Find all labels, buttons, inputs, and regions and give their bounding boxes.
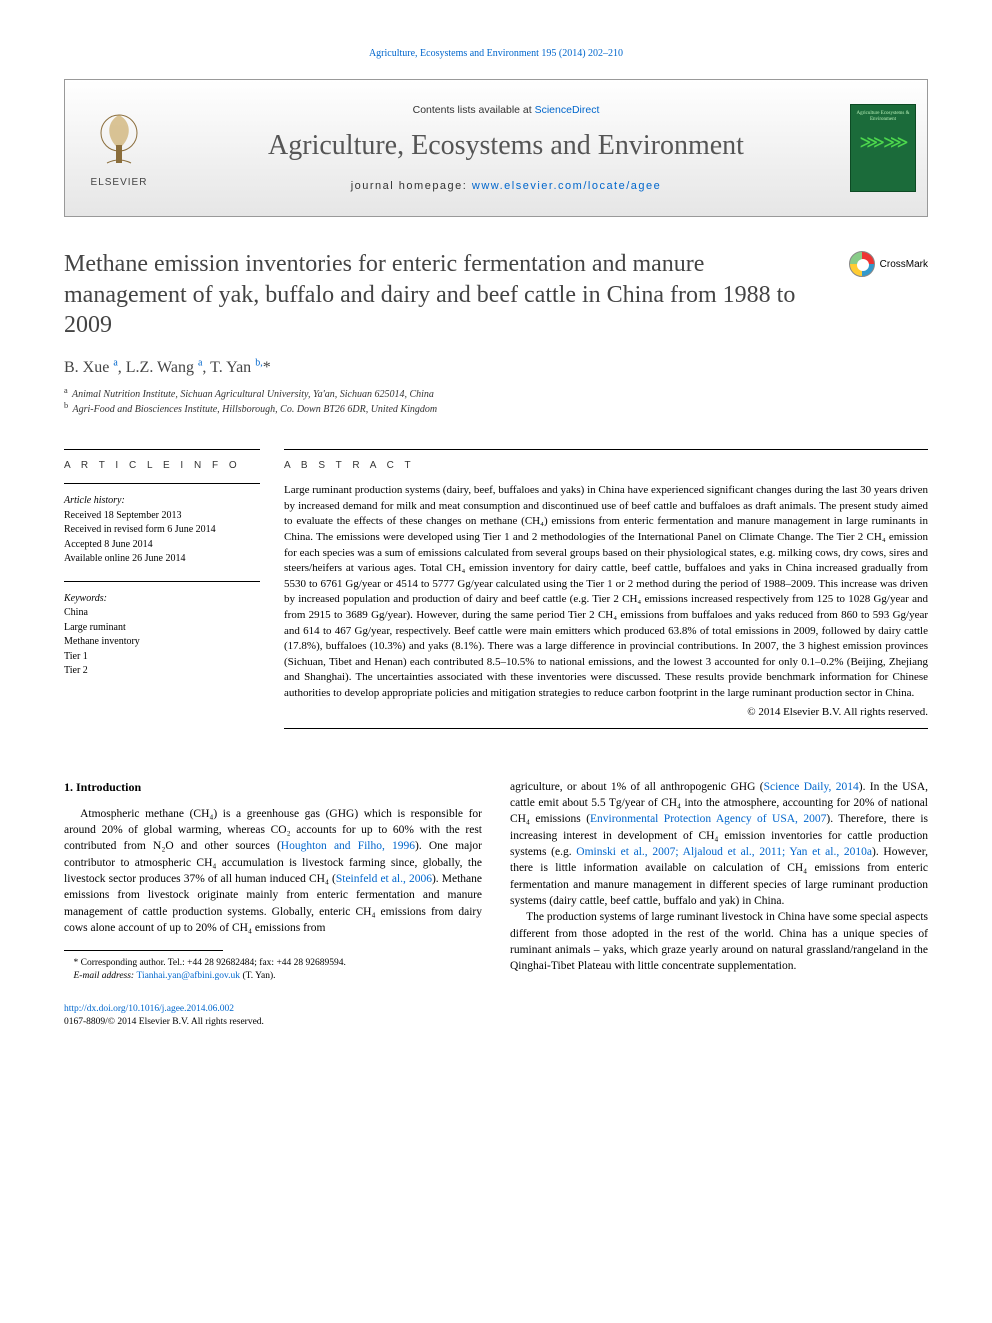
- info-top-rule: [64, 449, 260, 450]
- info-abstract-row: A R T I C L E I N F O Article history: R…: [64, 437, 928, 739]
- page-footer: http://dx.doi.org/10.1016/j.agee.2014.06…: [64, 1003, 928, 1030]
- body-paragraph-2: agriculture, or about 1% of all anthropo…: [510, 779, 928, 910]
- article-info-column: A R T I C L E I N F O Article history: R…: [64, 437, 260, 739]
- keywords-heading: Keywords:: [64, 592, 260, 607]
- abstract-text: Large ruminant production systems (dairy…: [284, 483, 928, 702]
- history-line: Received 18 September 2013: [64, 509, 260, 524]
- keyword-line: Large ruminant: [64, 621, 260, 636]
- journal-cover-thumb: Agriculture Ecosystems & Environment ⋙⋙: [850, 104, 916, 192]
- running-header: Agriculture, Ecosystems and Environment …: [64, 48, 928, 59]
- citation-epa[interactable]: Environmental Protection Agency of USA, …: [590, 813, 826, 825]
- keyword-line: Methane inventory: [64, 635, 260, 650]
- masthead-center: Contents lists available at ScienceDirec…: [173, 96, 839, 200]
- journal-homepage-link[interactable]: www.elsevier.com/locate/agee: [472, 180, 661, 192]
- citation-ominski[interactable]: Ominski et al., 2007; Aljaloud et al., 2…: [576, 846, 872, 858]
- info-sep-rule-2: [64, 581, 260, 582]
- info-sep-rule: [64, 483, 260, 484]
- corresponding-line: * Corresponding author. Tel.: +44 28 926…: [64, 957, 482, 970]
- section-heading-introduction: 1. Introduction: [64, 779, 482, 796]
- email-label: E-mail address:: [74, 971, 137, 981]
- keyword-line: Tier 1: [64, 650, 260, 665]
- body-paragraph-1: Atmospheric methane (CH₄) is a greenhous…: [64, 806, 482, 937]
- body-two-column: 1. Introduction Atmospheric methane (CH₄…: [64, 779, 928, 983]
- crossmark-label: CrossMark: [880, 259, 928, 270]
- affiliation-line: a Animal Nutrition Institute, Sichuan Ag…: [64, 387, 928, 402]
- journal-homepage-line: journal homepage: www.elsevier.com/locat…: [185, 180, 827, 192]
- citation-houghton[interactable]: Houghton and Filho, 1996: [281, 840, 415, 852]
- authors-line: B. Xue a, L.Z. Wang a, T. Yan b,*: [64, 359, 928, 377]
- masthead-cover: Agriculture Ecosystems & Environment ⋙⋙: [839, 80, 927, 216]
- citation-steinfeld[interactable]: Steinfeld et al., 2006: [336, 873, 432, 885]
- cover-title: Agriculture Ecosystems & Environment: [851, 111, 915, 122]
- page-container: Agriculture, Ecosystems and Environment …: [0, 0, 992, 1078]
- elsevier-tree-icon: [87, 109, 151, 173]
- abstract-label: A B S T R A C T: [284, 460, 928, 471]
- history-line: Available online 26 June 2014: [64, 552, 260, 567]
- abstract-column: A B S T R A C T Large ruminant productio…: [284, 437, 928, 739]
- article-header: Methane emission inventories for enteric…: [64, 249, 928, 341]
- doi-link[interactable]: http://dx.doi.org/10.1016/j.agee.2014.06…: [64, 1004, 234, 1014]
- issn-copyright-line: 0167-8809/© 2014 Elsevier B.V. All right…: [64, 1017, 264, 1027]
- history-line: Accepted 8 June 2014: [64, 538, 260, 553]
- affiliations: a Animal Nutrition Institute, Sichuan Ag…: [64, 387, 928, 417]
- publisher-label: ELSEVIER: [91, 177, 148, 188]
- footnote-separator: [64, 950, 223, 951]
- affiliation-line: b Agri-Food and Biosciences Institute, H…: [64, 402, 928, 417]
- keyword-line: China: [64, 606, 260, 621]
- abstract-copyright: © 2014 Elsevier B.V. All rights reserved…: [284, 706, 928, 718]
- article-info-label: A R T I C L E I N F O: [64, 460, 260, 471]
- contents-lists-line: Contents lists available at ScienceDirec…: [185, 104, 827, 116]
- keyword-line: Tier 2: [64, 664, 260, 679]
- body-paragraph-3: The production systems of large ruminant…: [510, 909, 928, 974]
- crossmark-icon: [849, 251, 875, 277]
- keywords-block: Keywords: ChinaLarge ruminantMethane inv…: [64, 592, 260, 679]
- article-history-block: Article history: Received 18 September 2…: [64, 494, 260, 567]
- email-who: (T. Yan).: [240, 971, 275, 981]
- abstract-bottom-rule: [284, 728, 928, 729]
- corresponding-author-footnote: * Corresponding author. Tel.: +44 28 926…: [64, 957, 482, 983]
- citation-science-daily[interactable]: Science Daily, 2014: [764, 781, 859, 793]
- publisher-logo-block: ELSEVIER: [65, 80, 173, 216]
- journal-title: Agriculture, Ecosystems and Environment: [185, 130, 827, 162]
- abstract-top-rule: [284, 449, 928, 450]
- corresponding-email-link[interactable]: Tianhai.yan@afbini.gov.uk: [136, 971, 240, 981]
- crossmark-badge[interactable]: CrossMark: [849, 251, 928, 277]
- homepage-label: journal homepage:: [351, 180, 472, 192]
- cover-pattern-icon: ⋙⋙: [859, 132, 906, 153]
- history-heading: Article history:: [64, 494, 260, 509]
- article-title: Methane emission inventories for enteric…: [64, 249, 798, 341]
- p2-text-a: agriculture, or about 1% of all anthropo…: [510, 781, 764, 793]
- journal-masthead: ELSEVIER Contents lists available at Sci…: [64, 79, 928, 217]
- history-line: Received in revised form 6 June 2014: [64, 523, 260, 538]
- sciencedirect-link[interactable]: ScienceDirect: [535, 104, 600, 116]
- contents-prefix: Contents lists available at: [413, 104, 535, 116]
